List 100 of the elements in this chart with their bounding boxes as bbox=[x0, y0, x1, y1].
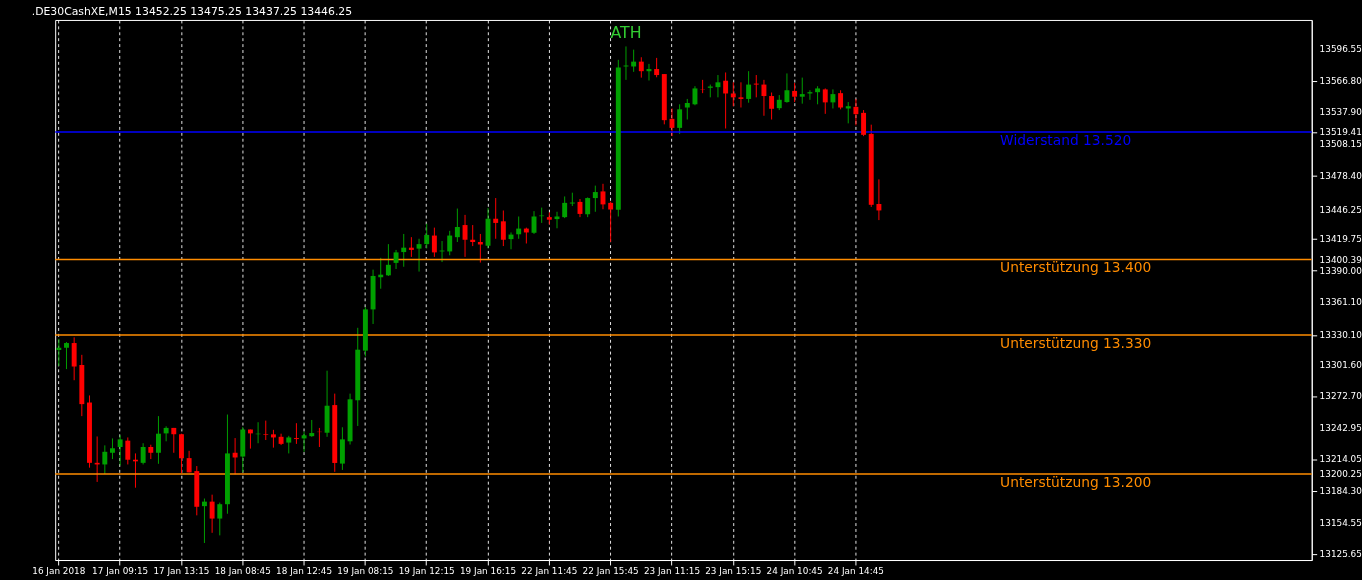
candlestick bbox=[592, 185, 598, 213]
candlestick bbox=[416, 238, 422, 273]
candlestick bbox=[784, 72, 790, 104]
y-tick-label: 13272.70 bbox=[1319, 391, 1362, 402]
candlestick bbox=[723, 71, 729, 130]
y-tick-label: 13508.15 bbox=[1319, 139, 1362, 150]
y-tick-label: 13400.39 bbox=[1319, 254, 1362, 265]
candlestick bbox=[700, 79, 706, 94]
ref-line-label: Widerstand 13.520 bbox=[1000, 131, 1132, 148]
candlestick bbox=[554, 211, 560, 229]
candlestick bbox=[447, 230, 453, 256]
y-tick-label: 13566.80 bbox=[1319, 76, 1362, 87]
candlestick bbox=[654, 57, 660, 78]
y-tick-label: 13446.25 bbox=[1319, 205, 1362, 216]
candlestick bbox=[424, 223, 430, 249]
candlestick bbox=[117, 434, 123, 466]
candlestick bbox=[815, 85, 821, 105]
ref-line-label: Unterstützung 13.400 bbox=[1000, 259, 1152, 276]
candlestick bbox=[163, 425, 169, 442]
y-tick-label: 13596.55 bbox=[1319, 44, 1362, 55]
y-tick-label: 13214.05 bbox=[1319, 454, 1362, 465]
candlestick bbox=[431, 227, 437, 258]
x-tick-label: 16 Jan 2018 bbox=[32, 566, 86, 577]
candlestick bbox=[677, 103, 683, 135]
candlestick bbox=[293, 422, 299, 445]
ref-line-label: Unterstützung 13.330 bbox=[1000, 334, 1152, 351]
candlestick bbox=[201, 498, 207, 544]
candlestick bbox=[853, 98, 859, 126]
candlestick bbox=[178, 433, 184, 474]
candlestick bbox=[454, 208, 460, 243]
candlestick bbox=[638, 56, 644, 79]
candlestick bbox=[845, 101, 851, 124]
candlestick bbox=[385, 243, 391, 277]
candlestick bbox=[838, 89, 844, 110]
x-tick-label: 24 Jan 10:45 bbox=[766, 566, 823, 577]
y-tick-label: 13242.95 bbox=[1319, 423, 1362, 434]
candlestick bbox=[110, 437, 115, 460]
candlestick bbox=[408, 236, 414, 258]
chart-title: .DE30CashXE,M15 13452.25 13475.25 13437.25 13446.25 bbox=[31, 5, 353, 19]
x-tick-label: 19 Jan 08:15 bbox=[337, 566, 394, 577]
candlestick bbox=[792, 82, 798, 103]
candlestick bbox=[209, 494, 215, 534]
x-tick-label: 22 Jan 15:45 bbox=[582, 566, 639, 577]
candlestick bbox=[470, 224, 476, 247]
x-tick-label: 23 Jan 11:15 bbox=[643, 566, 701, 577]
candlestick bbox=[799, 77, 805, 105]
candlestick bbox=[861, 109, 867, 137]
y-tick-label: 13154.55 bbox=[1319, 517, 1362, 528]
x-tick-label: 24 Jan 14:45 bbox=[827, 566, 884, 577]
x-tick-label: 17 Jan 13:15 bbox=[153, 566, 210, 577]
candlestick bbox=[684, 98, 690, 121]
ref-line-label: Unterstützung 13.200 bbox=[1000, 473, 1152, 490]
candlestick bbox=[125, 436, 131, 465]
candlestick bbox=[493, 197, 499, 240]
candlestick bbox=[301, 431, 307, 453]
x-tick-label: 19 Jan 16:15 bbox=[459, 566, 517, 577]
y-tick-label: 13330.10 bbox=[1319, 329, 1362, 340]
x-tick-label: 18 Jan 12:45 bbox=[276, 566, 333, 577]
candlestick bbox=[715, 74, 721, 98]
candlestick bbox=[761, 79, 767, 117]
candlestick bbox=[500, 209, 506, 247]
candlestick bbox=[830, 88, 836, 109]
candlestick bbox=[769, 92, 775, 121]
annotation: ATH bbox=[610, 22, 642, 42]
candlestick bbox=[746, 70, 752, 104]
y-tick-label: 13419.75 bbox=[1319, 233, 1362, 244]
candlestick bbox=[140, 442, 146, 465]
candlestick bbox=[876, 178, 882, 221]
y-tick-label: 13125.65 bbox=[1319, 548, 1362, 559]
x-tick-label: 18 Jan 08:45 bbox=[214, 566, 271, 577]
candlestick bbox=[393, 249, 399, 270]
y-tick-label: 13200.25 bbox=[1319, 469, 1362, 479]
y-tick-label: 13390.00 bbox=[1319, 265, 1362, 276]
candlestick bbox=[608, 201, 614, 243]
candlestick bbox=[401, 233, 407, 268]
y-tick-label: 13361.10 bbox=[1319, 296, 1362, 307]
candlestick bbox=[263, 420, 269, 441]
candlestick bbox=[569, 192, 575, 207]
candlestick bbox=[585, 196, 591, 218]
candlestick bbox=[102, 444, 108, 475]
candlestick bbox=[156, 415, 161, 465]
y-tick-label: 13519.41 bbox=[1319, 127, 1362, 137]
candlestick bbox=[738, 81, 744, 109]
candlestick bbox=[171, 427, 177, 454]
candlestick bbox=[64, 341, 69, 370]
candlestick bbox=[56, 338, 62, 367]
y-tick-label: 13301.60 bbox=[1319, 360, 1362, 371]
y-tick-label: 13537.90 bbox=[1319, 107, 1362, 118]
candlestick bbox=[753, 74, 759, 98]
x-tick-label: 17 Jan 09:15 bbox=[92, 566, 149, 577]
x-tick-label: 19 Jan 12:15 bbox=[398, 566, 455, 577]
x-tick-label: 23 Jan 15:15 bbox=[705, 566, 762, 577]
y-tick-label: 13478.40 bbox=[1319, 170, 1362, 181]
candlestick bbox=[822, 87, 828, 115]
candlestick bbox=[562, 195, 568, 219]
x-tick-label: 22 Jan 11:45 bbox=[521, 566, 578, 577]
candlestick bbox=[71, 336, 77, 381]
candlestick bbox=[217, 502, 223, 536]
candlestick bbox=[692, 85, 698, 106]
candlestick bbox=[730, 81, 736, 107]
